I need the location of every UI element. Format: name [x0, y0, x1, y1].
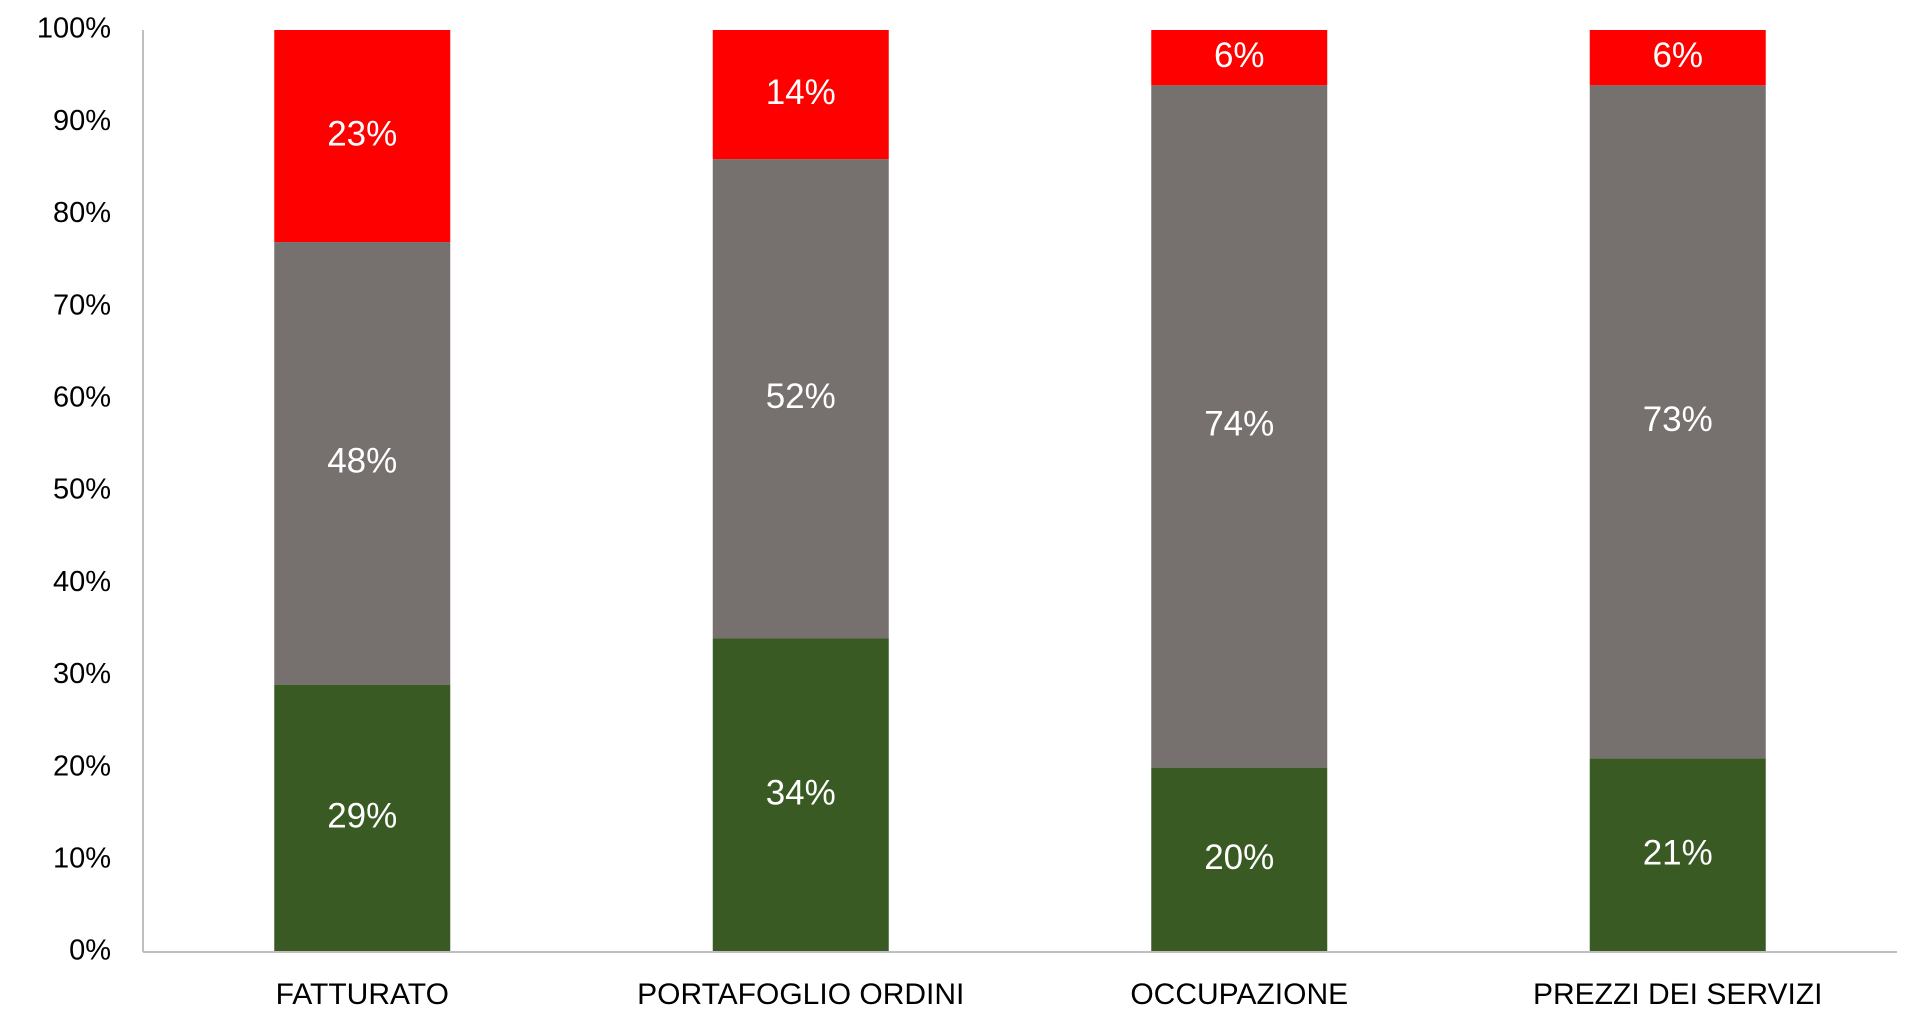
bar-segment [1151, 85, 1328, 768]
bar-segment [274, 30, 451, 243]
y-tick-label: 100% [37, 13, 111, 45]
bar-segment [712, 30, 889, 160]
y-tick-label: 10% [53, 842, 111, 874]
y-tick-label: 20% [53, 750, 111, 782]
bar-segment [1589, 30, 1766, 86]
data-label: 73% [1643, 400, 1713, 439]
x-tick-label: PREZZI DEI SERVIZI [1533, 978, 1823, 1011]
y-tick-label: 50% [53, 474, 111, 506]
y-tick-label: 90% [53, 105, 111, 137]
bar-segment [1589, 85, 1766, 759]
y-tick-label: 60% [53, 381, 111, 413]
bar-segment [274, 242, 451, 685]
data-label: 6% [1214, 36, 1265, 75]
x-tick-label: OCCUPAZIONE [1130, 978, 1348, 1011]
bar-segment [712, 159, 889, 639]
data-label: 29% [327, 797, 397, 836]
bar-segment [712, 638, 889, 952]
data-label: 48% [327, 442, 397, 481]
data-label: 20% [1204, 838, 1274, 877]
bar-segment [274, 684, 451, 952]
data-label: 21% [1643, 833, 1713, 872]
y-tick-label: 30% [53, 658, 111, 690]
data-label: 34% [766, 774, 836, 813]
data-label: 52% [766, 377, 836, 416]
y-tick-label: 70% [53, 289, 111, 321]
x-tick-label: PORTAFOGLIO ORDINI [637, 978, 964, 1011]
y-tick-label: 80% [53, 197, 111, 229]
bar-segment [1589, 758, 1766, 952]
data-label: 6% [1652, 36, 1703, 75]
y-tick-label: 0% [69, 935, 111, 967]
bar-segment [1151, 30, 1328, 86]
data-label: 74% [1204, 405, 1274, 444]
x-tick-label: FATTURATO [276, 978, 449, 1011]
data-label: 14% [766, 73, 836, 112]
data-label: 23% [327, 114, 397, 153]
bar-segment [1151, 767, 1328, 952]
y-tick-label: 40% [53, 566, 111, 598]
